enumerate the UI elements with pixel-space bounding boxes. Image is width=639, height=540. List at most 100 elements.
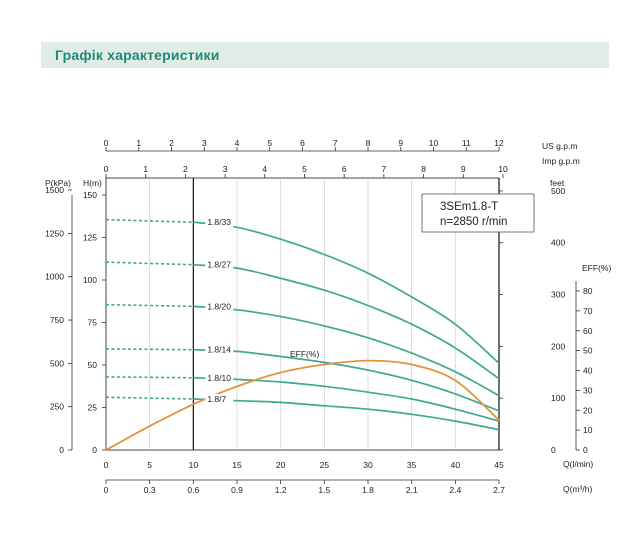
feet-axis-label: feet: [550, 178, 565, 188]
feet-tick-label: 500: [551, 186, 565, 196]
pressure-tick-label: 1500: [45, 185, 64, 195]
flow-m3h-tick-label: 0.9: [231, 485, 243, 495]
flow-lmin-tick-label: 10: [189, 460, 199, 470]
us-gpm-tick-label: 9: [398, 138, 403, 148]
imp-gpm-tick-label: 9: [461, 164, 466, 174]
head-curve-1.8/14: [193, 348, 500, 412]
flow-lmin-tick-label: 25: [320, 460, 330, 470]
head-tick-label: 150: [83, 190, 97, 200]
efficiency-tick-label: 30: [583, 385, 593, 395]
efficiency-axis-label: EFF(%): [582, 263, 611, 273]
head-tick-label: 25: [88, 403, 98, 413]
us-gpm-tick-label: 4: [235, 138, 240, 148]
head-curve-dashed-1.8/33: [105, 218, 194, 223]
flow-m3h-tick-label: 1.2: [275, 485, 287, 495]
imp-gpm-tick-label: 1: [143, 164, 148, 174]
imp-gpm-tick-label: 8: [421, 164, 426, 174]
pressure-tick-label: 1000: [45, 272, 64, 282]
flow-m3h-tick-label: 0.3: [144, 485, 156, 495]
curve-label-bg: [205, 394, 234, 404]
flow-m3h-tick-label: 1.5: [318, 485, 330, 495]
efficiency-tick-label: 10: [583, 425, 593, 435]
efficiency-curve-label: EFF(%): [290, 349, 319, 359]
curve-label-1.8/10: 1.8/10: [207, 373, 231, 383]
imp-gpm-tick-label: 0: [104, 164, 109, 174]
flow-lmin-tick-label: 15: [232, 460, 242, 470]
us-gpm-axis-label: US g.p.m: [542, 141, 577, 151]
model-info-box: [421, 193, 535, 233]
head-curve-dashed-1.8/10: [105, 376, 194, 379]
model-speed: n=2850 r/min: [440, 216, 507, 228]
flow-lmin-tick-label: 40: [451, 460, 461, 470]
flow-m3h-tick-label: 0: [104, 485, 109, 495]
flow-lmin-tick-label: 45: [494, 460, 504, 470]
us-gpm-tick-label: 7: [333, 138, 338, 148]
curve-label-bg: [205, 259, 234, 270]
imp-gpm-tick-label: 4: [262, 164, 267, 174]
imp-gpm-tick-label: 7: [382, 164, 387, 174]
us-gpm-tick-label: 6: [300, 138, 305, 148]
curve-label-1.8/33: 1.8/33: [207, 217, 231, 227]
feet-tick-label: 0: [551, 445, 556, 455]
pressure-tick-label: 750: [50, 315, 64, 325]
feet-tick-label: 400: [551, 238, 565, 248]
flow-m3h-tick-label: 1.8: [362, 485, 374, 495]
imp-gpm-tick-label: 10: [498, 164, 508, 174]
head-tick-label: 50: [88, 360, 98, 370]
efficiency-tick-label: 60: [583, 326, 593, 336]
model-name: 3SEm1.8-T: [440, 201, 498, 213]
efficiency-curve: [105, 359, 500, 451]
us-gpm-tick-label: 5: [267, 138, 272, 148]
head-curve-dashed-1.8/7: [105, 396, 194, 400]
head-curve-dashed-1.8/27: [105, 261, 194, 266]
curve-label-1.8/27: 1.8/27: [207, 260, 231, 270]
head-tick-label: 0: [92, 445, 97, 455]
head-curve-1.8/27: [193, 263, 500, 380]
efficiency-tick-label: 20: [583, 405, 593, 415]
feet-tick-label: 100: [551, 393, 565, 403]
imp-gpm-tick-label: 5: [302, 164, 307, 174]
flow-m3h-tick-label: 2.4: [449, 485, 461, 495]
pressure-tick-label: 250: [50, 402, 64, 412]
curve-label-1.8/20: 1.8/20: [207, 301, 231, 311]
flow-lmin-tick-label: 30: [363, 460, 373, 470]
us-gpm-tick-label: 2: [169, 138, 174, 148]
imp-gpm-tick-label: 2: [183, 164, 188, 174]
imp-gpm-tick-label: 6: [342, 164, 347, 174]
pressure-tick-label: 1250: [45, 228, 64, 238]
head-curve-1.8/33: [193, 221, 500, 364]
us-gpm-tick-label: 1: [136, 138, 141, 148]
curve-label-bg: [205, 372, 234, 383]
curve-label-bg: [205, 301, 234, 312]
pressure-tick-label: 0: [59, 445, 64, 455]
pressure-axis-label: P(kPa): [45, 178, 71, 188]
curve-label-1.8/14: 1.8/14: [207, 345, 231, 355]
efficiency-tick-label: 40: [583, 366, 593, 376]
flow-lmin-tick-label: 35: [407, 460, 417, 470]
curve-label-1.8/7: 1.8/7: [207, 394, 226, 404]
efficiency-tick-label: 80: [583, 286, 593, 296]
head-tick-label: 125: [83, 233, 97, 243]
flow-m3h-tick-label: 0.6: [187, 485, 199, 495]
feet-tick-label: 200: [551, 341, 565, 351]
flow-lmin-axis-label: Q(l/min): [563, 459, 593, 469]
imp-gpm-axis-label: Imp g.p.m: [542, 156, 580, 166]
flow-m3h-axis-label: Q(m³/h): [563, 484, 592, 494]
feet-tick-label: 300: [551, 290, 565, 300]
head-axis-label: H(m): [83, 178, 102, 188]
head-tick-label: 75: [88, 318, 98, 328]
header-bar: Графік характеристики: [41, 42, 609, 68]
us-gpm-tick-label: 3: [202, 138, 207, 148]
pressure-tick-label: 500: [50, 358, 64, 368]
flow-lmin-tick-label: 0: [104, 460, 109, 470]
us-gpm-tick-label: 12: [494, 138, 504, 148]
flow-m3h-tick-label: 2.7: [493, 485, 505, 495]
imp-gpm-tick-label: 3: [223, 164, 228, 174]
efficiency-tick-label: 70: [583, 306, 593, 316]
curve-label-bg: [205, 217, 234, 228]
curve-label-bg: [205, 344, 234, 355]
head-curve-1.8/10: [193, 376, 500, 422]
head-curve-1.8/7: [193, 398, 500, 431]
head-curve-dashed-1.8/20: [105, 303, 194, 308]
